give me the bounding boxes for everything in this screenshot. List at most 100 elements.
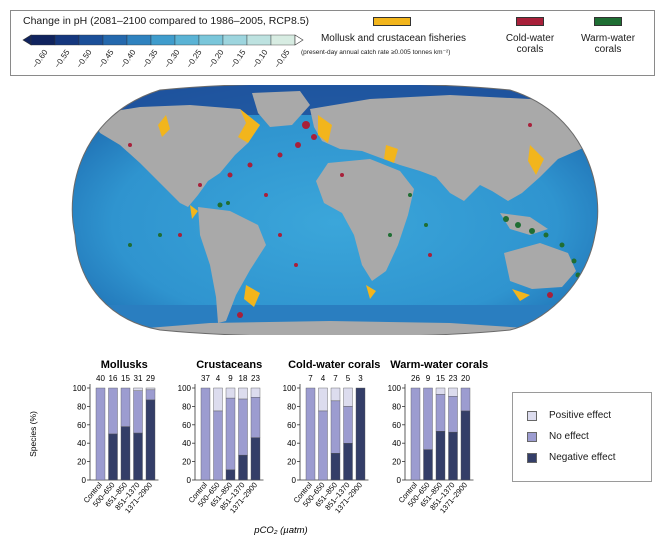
colorbar-title: Change in pH (2081–2100 compared to 1986… [23, 15, 310, 27]
panel-title: Crustaceans [196, 359, 262, 371]
warm-water-coral-sites [128, 193, 581, 278]
sample-count: 40 [96, 374, 105, 383]
bar-no-effect [213, 410, 223, 481]
y-tick-label: 100 [388, 384, 402, 393]
sample-count: 16 [109, 374, 118, 383]
colorbar-segment [246, 34, 272, 46]
bar-no-effect [460, 387, 471, 412]
y-tick-label: 80 [77, 402, 86, 411]
fisheries-areas [158, 109, 544, 307]
colorbar-segment [78, 34, 104, 46]
sample-count: 26 [411, 374, 420, 383]
bar-no-effect [318, 410, 328, 481]
bar-negative [250, 437, 261, 481]
warm-water-coral-swatch [594, 17, 622, 26]
panel-title: Warm-water corals [390, 359, 488, 371]
cold-water-coral-label: Cold-water corals [505, 33, 555, 55]
sample-count: 7 [308, 374, 313, 383]
y-tick-label: 20 [77, 458, 86, 467]
colorbar-segment [222, 34, 248, 46]
y-tick-label: 80 [392, 402, 401, 411]
ph-colorbar [22, 34, 304, 46]
fisheries-label: Mollusk and crustacean fisheries [320, 33, 467, 44]
bar-negative [343, 442, 353, 481]
bar-negative [423, 449, 433, 481]
panel-title: Cold-water corals [288, 359, 380, 371]
colorbar-segment [270, 34, 296, 46]
fisheries-swatch [373, 17, 411, 26]
bar-no-effect [423, 387, 433, 450]
panel-title: Mollusks [101, 359, 148, 371]
bar-positive [448, 387, 458, 397]
x-axis-title: pCO₂ (µatm) [253, 525, 307, 536]
antarctica [110, 321, 570, 335]
y-tick-label: 0 [82, 476, 87, 485]
no-effect-label: No effect [549, 431, 589, 442]
bar-no-effect [238, 398, 248, 456]
bar-negative [460, 410, 471, 481]
bar-positive [133, 387, 143, 391]
cold-water-coral-swatch [516, 17, 544, 26]
negative-swatch [527, 453, 537, 463]
sample-count: 9 [228, 374, 233, 383]
sample-count: 7 [333, 374, 338, 383]
sample-count: 23 [449, 374, 458, 383]
sample-count: 37 [201, 374, 210, 383]
negative-label: Negative effect [549, 452, 616, 463]
bar-no-effect [250, 397, 261, 438]
bar-positive [250, 387, 261, 398]
y-tick-label: 40 [182, 439, 191, 448]
bar-no-effect [133, 390, 143, 434]
bar-no-effect [120, 387, 131, 427]
y-tick-label: 20 [182, 458, 191, 467]
y-tick-label: 80 [182, 402, 191, 411]
greenland [252, 91, 310, 127]
bar-no-effect [410, 387, 421, 481]
bar-positive [435, 387, 446, 395]
bar-negative [120, 426, 131, 481]
bar-positive [213, 387, 223, 412]
bar-no-effect [225, 397, 236, 471]
sample-count: 5 [346, 374, 351, 383]
colorbar-segment [54, 34, 80, 46]
colorbar-segment [102, 34, 128, 46]
bar-negative [145, 399, 156, 481]
positive-label: Positive effect [549, 410, 612, 421]
sample-count: 15 [436, 374, 445, 383]
bar-no-effect [343, 406, 353, 444]
sample-count: 3 [358, 374, 363, 383]
chart-panel: Crustaceans02040608010037Control4500–650… [178, 359, 264, 515]
colorbar-low-arrow [22, 34, 32, 46]
y-tick-label: 20 [392, 458, 401, 467]
y-tick-label: 100 [178, 384, 192, 393]
colorbar-high-arrow [294, 34, 304, 46]
bar-no-effect [145, 389, 156, 401]
y-tick-label: 40 [77, 439, 86, 448]
y-tick-label: 20 [287, 458, 296, 467]
bar-positive [238, 387, 248, 400]
sample-count: 9 [426, 374, 431, 383]
chart-panel: Mollusks02040608010040Control16500–65015… [73, 359, 159, 515]
bar-negative [355, 387, 366, 481]
species-response-charts: Species (%)Mollusks02040608010040Control… [28, 359, 488, 536]
bar-no-effect [330, 400, 341, 454]
y-tick-label: 80 [287, 402, 296, 411]
sample-count: 20 [461, 374, 470, 383]
bar-positive [343, 387, 353, 407]
bar-negative [448, 431, 458, 481]
bar-no-effect [200, 387, 211, 481]
response-legend: Positive effect No effect Negative effec… [512, 392, 652, 482]
sample-count: 18 [239, 374, 248, 383]
sample-count: 23 [251, 374, 260, 383]
y-tick-label: 60 [182, 421, 191, 430]
y-tick-label: 0 [292, 476, 297, 485]
sample-count: 29 [146, 374, 155, 383]
y-tick-label: 60 [287, 421, 296, 430]
warm-water-coral-label: Warm-water corals [580, 33, 636, 55]
bar-negative [330, 453, 341, 481]
colorbar-segment [30, 34, 56, 46]
sample-count: 31 [134, 374, 143, 383]
y-tick-label: 60 [392, 421, 401, 430]
bar-positive [330, 387, 341, 402]
bar-no-effect [448, 396, 458, 433]
